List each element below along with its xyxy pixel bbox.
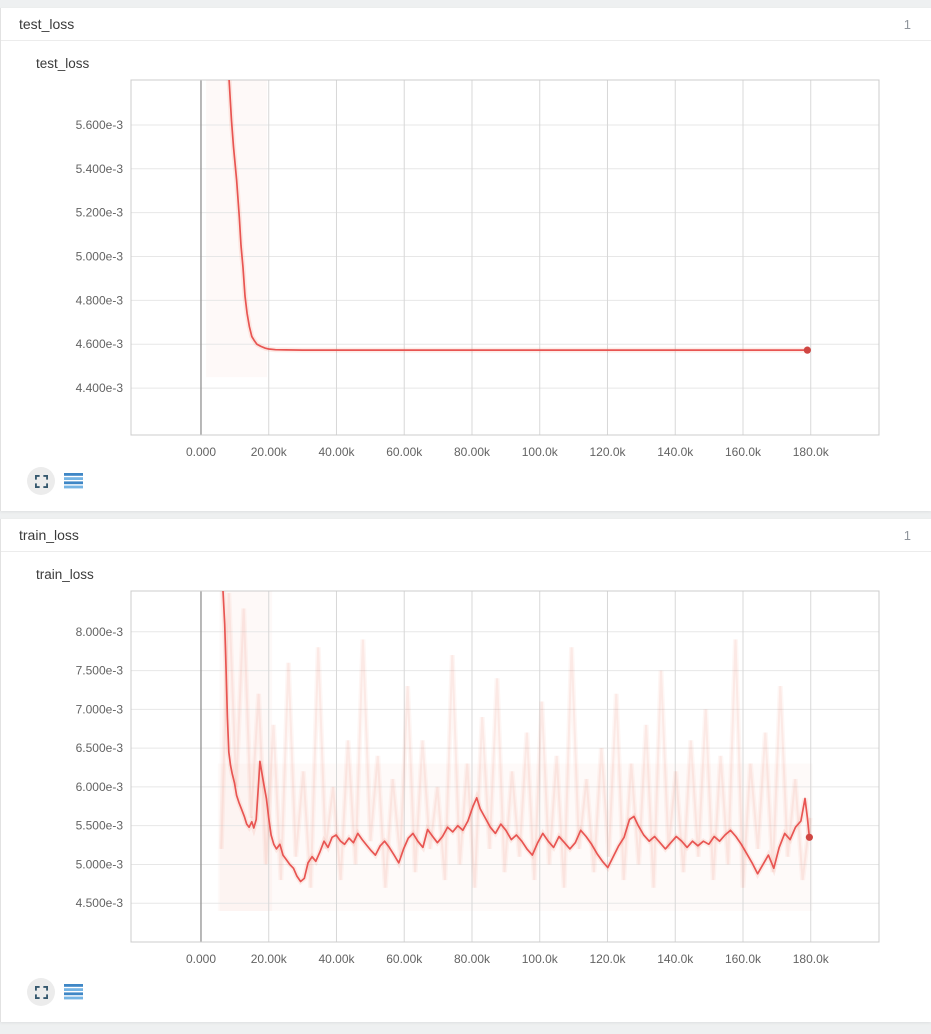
section-test-loss: test_loss 1 test_loss 4.400e-3 4.600e-3 4.… bbox=[0, 8, 931, 511]
svg-text:6.000e-3: 6.000e-3 bbox=[76, 780, 124, 794]
svg-text:120.0k: 120.0k bbox=[589, 445, 626, 459]
svg-text:100.0k: 100.0k bbox=[522, 952, 559, 966]
panel-count-badge: 1 bbox=[903, 16, 911, 32]
svg-text:40.00k: 40.00k bbox=[318, 952, 355, 966]
fullscreen-button[interactable] bbox=[27, 978, 55, 1006]
chart-title: train_loss bbox=[36, 567, 94, 582]
svg-text:8.000e-3: 8.000e-3 bbox=[76, 625, 124, 639]
page-top-spacer bbox=[0, 0, 931, 8]
section-spacer bbox=[0, 511, 931, 519]
svg-text:140.0k: 140.0k bbox=[657, 445, 694, 459]
panel-count-badge: 1 bbox=[903, 527, 911, 543]
chart-title: test_loss bbox=[36, 56, 90, 71]
svg-text:5.600e-3: 5.600e-3 bbox=[76, 118, 124, 132]
svg-text:80.00k: 80.00k bbox=[454, 952, 491, 966]
svg-text:5.500e-3: 5.500e-3 bbox=[76, 819, 124, 833]
fullscreen-button[interactable] bbox=[27, 467, 55, 495]
section-title: test_loss bbox=[19, 16, 75, 32]
data-table-button[interactable] bbox=[64, 983, 83, 1001]
svg-text:40.00k: 40.00k bbox=[318, 445, 355, 459]
svg-text:4.400e-3: 4.400e-3 bbox=[76, 381, 124, 395]
svg-text:160.0k: 160.0k bbox=[725, 952, 762, 966]
section-title: train_loss bbox=[19, 527, 79, 543]
svg-text:60.00k: 60.00k bbox=[386, 952, 423, 966]
chart-card: test_loss 4.400e-3 4.600e-3 4.800e-3 5.000e… bbox=[1, 41, 931, 511]
section-header: test_loss 1 bbox=[1, 8, 931, 41]
svg-text:5.000e-3: 5.000e-3 bbox=[76, 857, 124, 871]
svg-text:4.600e-3: 4.600e-3 bbox=[76, 337, 124, 351]
svg-text:5.000e-3: 5.000e-3 bbox=[76, 250, 124, 264]
svg-text:80.00k: 80.00k bbox=[454, 445, 491, 459]
chart-toolbar bbox=[27, 465, 931, 497]
fullscreen-expand-icon bbox=[34, 474, 48, 488]
section-train-loss: train_loss 1 train_loss 4.500e-3 5.000e-3… bbox=[0, 519, 931, 1022]
train-loss-chart[interactable]: 4.500e-3 5.000e-3 5.500e-3 6.000e-3 6.500e-3… bbox=[1, 586, 931, 976]
test-loss-chart[interactable]: 4.400e-3 4.600e-3 4.800e-3 5.000e-3 5.200e-3… bbox=[1, 75, 931, 465]
svg-text:5.200e-3: 5.200e-3 bbox=[76, 206, 124, 220]
svg-text:20.00k: 20.00k bbox=[251, 952, 288, 966]
svg-text:60.00k: 60.00k bbox=[386, 445, 423, 459]
svg-text:180.0k: 180.0k bbox=[793, 445, 830, 459]
svg-text:180.0k: 180.0k bbox=[793, 952, 830, 966]
data-table-button[interactable] bbox=[64, 472, 83, 490]
svg-text:120.0k: 120.0k bbox=[589, 952, 626, 966]
data-table-icon bbox=[64, 983, 83, 999]
svg-text:160.0k: 160.0k bbox=[725, 445, 762, 459]
svg-text:6.500e-3: 6.500e-3 bbox=[76, 741, 124, 755]
section-header: train_loss 1 bbox=[1, 519, 931, 552]
chart-toolbar bbox=[27, 976, 931, 1008]
svg-text:140.0k: 140.0k bbox=[657, 952, 694, 966]
svg-text:4.800e-3: 4.800e-3 bbox=[76, 293, 124, 307]
svg-text:20.00k: 20.00k bbox=[251, 445, 288, 459]
chart-card: train_loss 4.500e-3 5.000e-3 5.500e-3 6.000… bbox=[1, 552, 931, 1022]
fullscreen-expand-icon bbox=[34, 985, 48, 999]
svg-text:7.000e-3: 7.000e-3 bbox=[76, 702, 124, 716]
data-table-icon bbox=[64, 472, 83, 488]
svg-text:100.0k: 100.0k bbox=[522, 445, 559, 459]
svg-text:7.500e-3: 7.500e-3 bbox=[76, 664, 124, 678]
svg-text:4.500e-3: 4.500e-3 bbox=[76, 896, 124, 910]
svg-text:0.000: 0.000 bbox=[186, 445, 216, 459]
svg-text:0.000: 0.000 bbox=[186, 952, 216, 966]
svg-text:5.400e-3: 5.400e-3 bbox=[76, 162, 124, 176]
